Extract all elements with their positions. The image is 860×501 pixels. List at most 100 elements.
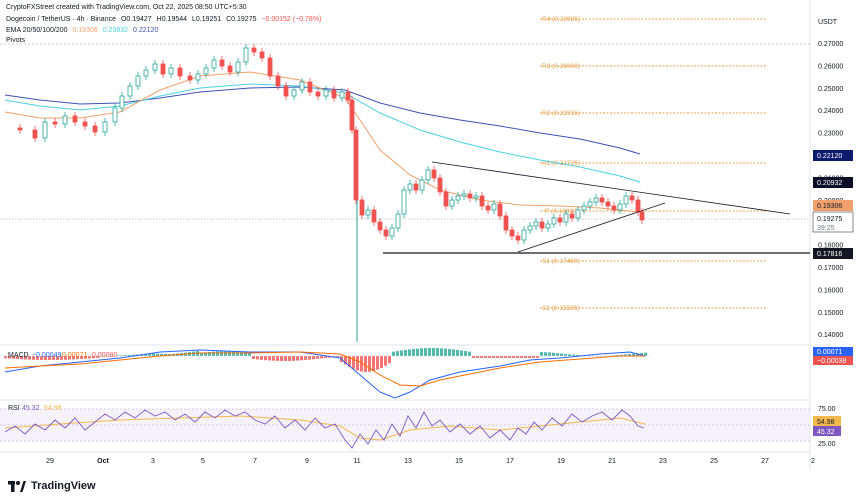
ema50-price-tag [813, 177, 853, 188]
support-price-tag-text: 0.17816 [817, 251, 842, 258]
ema-legend[interactable]: EMA 20/50/100/200 0.19306 0.20932 0.2212… [6, 26, 161, 35]
ema20-line[interactable] [4, 71, 641, 213]
candle-body [425, 169, 431, 181]
candle-body [617, 203, 623, 211]
descending-trendline[interactable] [431, 161, 791, 215]
open-value: O0.19427 [120, 16, 152, 23]
rsi-label: RSI [8, 405, 20, 412]
macd-bar [424, 348, 427, 356]
macd-bar [628, 354, 631, 356]
candle-body [623, 195, 629, 205]
candlesticks[interactable] [17, 44, 645, 244]
currency-label: USDT [818, 19, 838, 26]
symbol-name[interactable]: Dogecoin / TetherUS · 4h · Binance [6, 16, 116, 23]
macd-bar [88, 356, 91, 359]
macd-bar [272, 356, 275, 361]
macd-bar [568, 354, 571, 356]
macd-bar [120, 355, 123, 356]
rsi-line[interactable] [4, 409, 645, 449]
ema50-line[interactable] [4, 83, 641, 183]
candle-body [72, 115, 78, 123]
macd-bar [84, 356, 87, 359]
macd-bar [240, 351, 243, 356]
macd-bar [616, 355, 619, 356]
candle-body [563, 213, 569, 223]
last-price-tag-text: 0.19275 [817, 216, 842, 223]
macd-bar [48, 356, 51, 360]
ema100-line[interactable] [4, 86, 641, 155]
candle-body [443, 191, 449, 207]
candle-body [195, 73, 201, 81]
time-axis-label: 29 [46, 458, 54, 465]
macd-bar [388, 356, 391, 364]
macd-tag-2 [813, 356, 853, 365]
macd-bar [384, 356, 387, 366]
time-axis-label: 17 [506, 458, 514, 465]
macd-bar [92, 356, 95, 359]
candle-body [407, 183, 413, 191]
candle-body [42, 121, 48, 139]
macd-bar [156, 353, 159, 356]
symbol-header[interactable]: Dogecoin / TetherUS · 4h · Binance O0.19… [6, 15, 324, 24]
candle-body [127, 85, 133, 97]
macd-bar [68, 356, 71, 360]
candle-body [371, 209, 377, 223]
candle-body [339, 91, 345, 99]
candle-body [143, 69, 149, 77]
macd-bar [364, 356, 367, 372]
ascending-trendline[interactable] [517, 202, 666, 253]
macd-tag-1-text: 0.00071 [817, 349, 842, 356]
candle-body [539, 221, 545, 229]
candle-body [32, 129, 38, 139]
pivots-legend[interactable]: Pivots [6, 37, 26, 44]
macd-bar [452, 349, 455, 356]
candle-body [491, 203, 497, 211]
macd-bar [144, 354, 147, 356]
macd-bar [620, 354, 623, 356]
candle-body [315, 91, 321, 97]
tradingview-brand[interactable]: TradingView [8, 480, 96, 492]
macd-bar [500, 356, 503, 358]
last-price-tag [812, 211, 854, 233]
pivot-r3-label: R3 (0.26000) [542, 63, 580, 70]
macd-bar [372, 356, 375, 372]
macd-line[interactable] [4, 349, 646, 399]
candle-body [473, 195, 479, 199]
macd-bar [404, 349, 407, 356]
macd-bar [72, 356, 75, 360]
macd-bar [440, 348, 443, 356]
macd-bar [468, 351, 471, 356]
candle-body [455, 195, 461, 201]
macd-bar [208, 351, 211, 356]
candle-body [569, 213, 575, 219]
macd-bar [356, 356, 359, 371]
rsi-value-1: 45.32 [22, 405, 40, 412]
ema-label[interactable]: EMA 20/50/100/200 [6, 27, 68, 34]
candle-body [605, 201, 611, 207]
macd-bar [444, 348, 447, 356]
candle-body [503, 215, 509, 231]
macd-bar [644, 352, 647, 356]
rsi-value-2: 54.98 [44, 405, 62, 412]
macd-bar [536, 356, 539, 358]
macd-bar [368, 356, 371, 372]
time-axis-label: 25 [710, 458, 718, 465]
macd-bar [280, 356, 283, 361]
ema100-price-tag [813, 150, 853, 161]
time-axis[interactable]: 29 Oct 3 5 7 9 11 13 15 17 19 21 23 25 27 2 [46, 458, 815, 465]
price-axis[interactable]: 0.270000.260000.250000.240000.230000.220… [818, 41, 843, 339]
macd-bar [456, 349, 459, 356]
candle-body [203, 67, 209, 75]
countdown-text: 39:25 [817, 225, 835, 232]
macd-bar [292, 356, 295, 361]
macd-bar [296, 356, 299, 361]
candle-body [485, 205, 491, 211]
candle-body [211, 59, 217, 69]
candle-body [275, 75, 281, 87]
macd-bar [148, 354, 151, 356]
macd-signal-line[interactable] [4, 351, 645, 387]
macd-bar [4, 356, 7, 359]
macd-bar [516, 356, 519, 358]
candle-body [219, 59, 225, 67]
